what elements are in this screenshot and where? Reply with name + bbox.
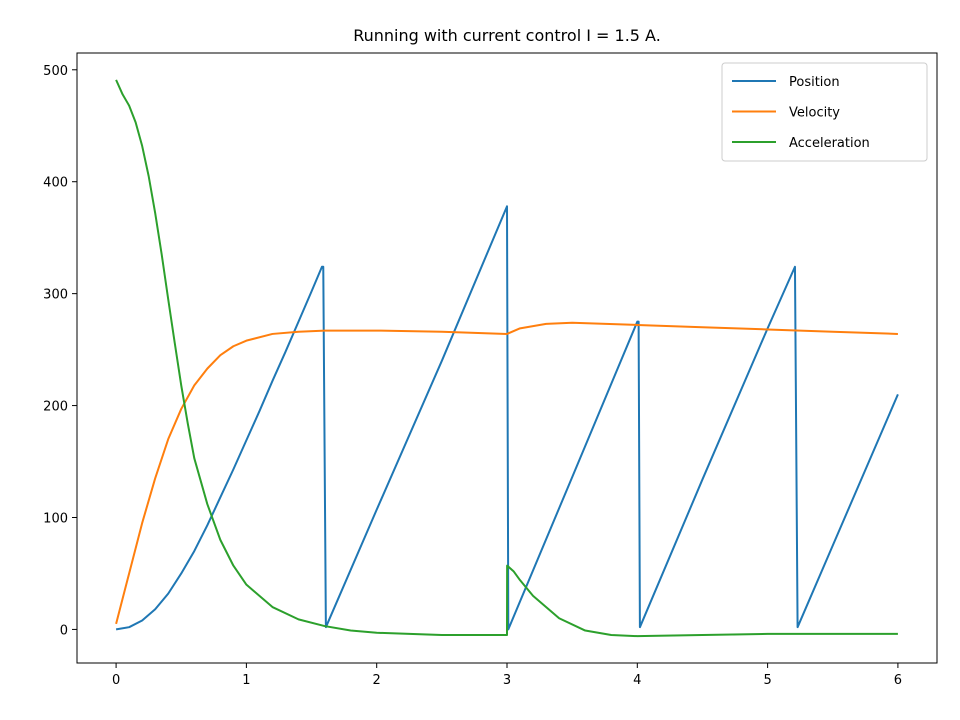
x-tick-label: 0 — [112, 673, 120, 688]
legend-box — [721, 62, 928, 162]
chart-title: Running with current control I = 1.5 A. — [353, 26, 661, 45]
x-tick-label: 1 — [242, 673, 250, 688]
axes: 0 1 2 3 4 5 6 0 100 200 300 400 500 — [43, 52, 938, 688]
x-tick-label: 4 — [633, 673, 641, 688]
x-tick-label: 3 — [503, 673, 511, 688]
series-line-acceleration — [115, 79, 898, 638]
legend-label-position: Position — [789, 75, 840, 90]
y-tick-label: 300 — [43, 288, 68, 303]
y-tick-label: 100 — [43, 511, 68, 526]
y-tick-label: 200 — [43, 400, 68, 415]
x-tick-label: 2 — [373, 673, 381, 688]
y-tick-label: 400 — [43, 176, 68, 191]
series-lines — [115, 79, 899, 638]
y-tick-label: 0 — [60, 623, 68, 638]
series-line-velocity — [115, 321, 898, 625]
x-tick-label: 6 — [894, 673, 902, 688]
legend-label-velocity: Velocity — [789, 106, 840, 121]
series-line-position — [115, 205, 899, 631]
plot-area — [115, 79, 899, 638]
x-tick-label: 5 — [763, 673, 771, 688]
y-tick-label: 500 — [43, 64, 68, 79]
legend: Position Velocity Acceleration — [721, 62, 928, 162]
legend-label-acceleration: Acceleration — [789, 136, 870, 151]
